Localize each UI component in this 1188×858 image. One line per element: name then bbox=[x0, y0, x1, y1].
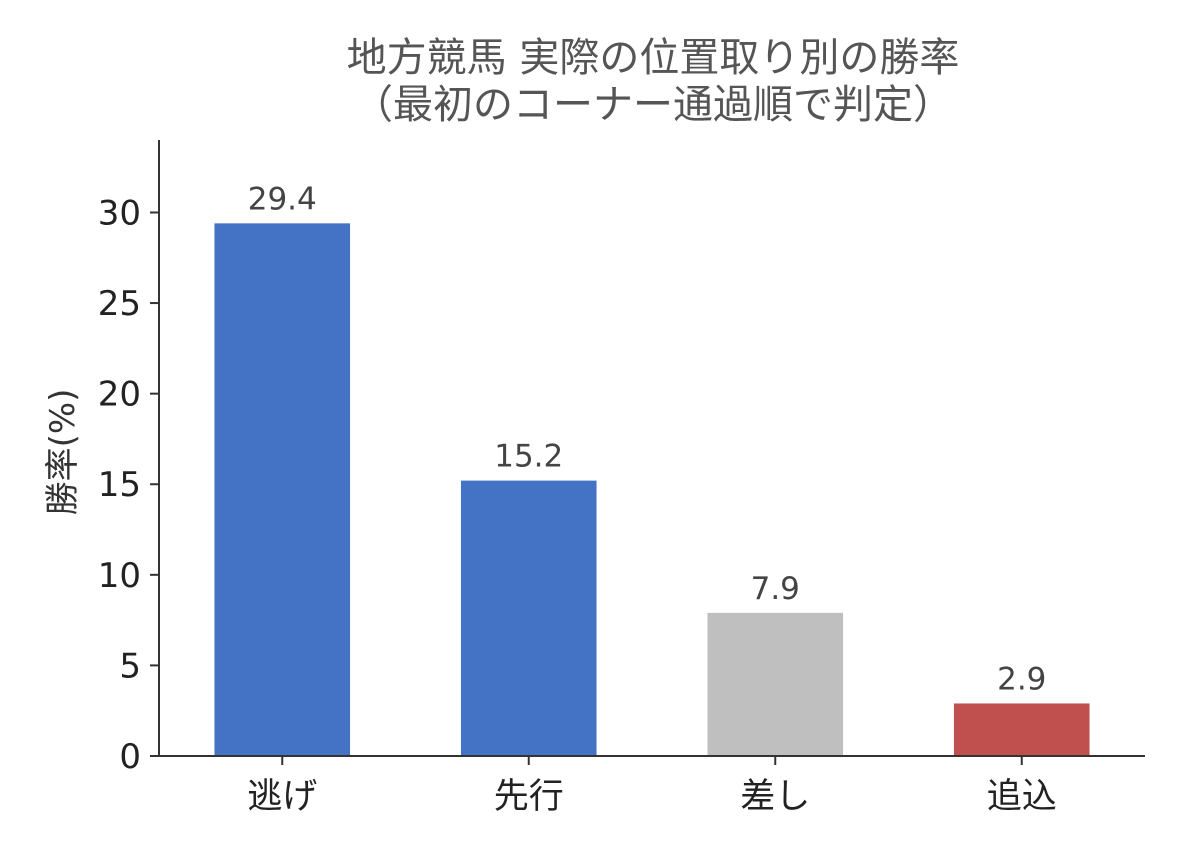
bar-1 bbox=[214, 223, 351, 757]
y-tick-label-10: 10 bbox=[98, 556, 141, 596]
bar-3 bbox=[707, 612, 844, 756]
x-tick-label-2: 先行 bbox=[494, 777, 564, 817]
x-tick-label-4: 追込 bbox=[987, 777, 1057, 817]
y-axis-label: 勝率(%) bbox=[43, 389, 83, 516]
bar-2 bbox=[460, 480, 597, 756]
bar-value-label-3: 7.9 bbox=[751, 571, 800, 607]
y-tick-label-30: 30 bbox=[98, 193, 141, 233]
x-axis-ticks: 逃げ 先行 差し 追込 bbox=[247, 756, 1057, 817]
bars-layer bbox=[214, 223, 1090, 757]
bar-value-label-1: 29.4 bbox=[248, 181, 317, 217]
y-tick-label-20: 20 bbox=[98, 375, 141, 415]
bar-4 bbox=[953, 703, 1090, 756]
bar-value-label-2: 15.2 bbox=[494, 439, 563, 475]
y-tick-label-5: 5 bbox=[119, 646, 141, 686]
bar-value-label-4: 2.9 bbox=[997, 661, 1046, 697]
chart-title-line2: （最初のコーナー通過順で判定） bbox=[353, 82, 953, 128]
y-tick-label-0: 0 bbox=[119, 737, 141, 777]
y-tick-label-15: 15 bbox=[98, 465, 141, 505]
chart-title-line1: 地方競馬 実際の位置取り別の勝率 bbox=[347, 35, 960, 81]
x-tick-label-3: 差し bbox=[740, 777, 810, 817]
value-labels-layer: 29.4 15.2 7.9 2.9 bbox=[248, 181, 1047, 697]
x-tick-label-1: 逃げ bbox=[247, 777, 317, 817]
y-axis-ticks: 0 5 10 15 20 25 30 bbox=[98, 193, 159, 777]
y-tick-label-25: 25 bbox=[98, 284, 141, 324]
